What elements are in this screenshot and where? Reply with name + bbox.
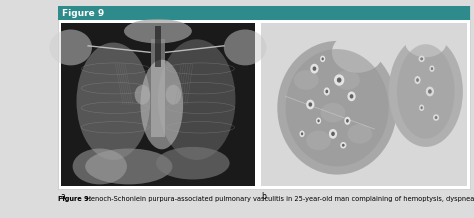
Ellipse shape xyxy=(419,56,425,62)
Ellipse shape xyxy=(306,131,331,150)
Ellipse shape xyxy=(158,39,236,160)
Ellipse shape xyxy=(49,29,92,65)
Ellipse shape xyxy=(324,87,330,95)
Bar xyxy=(58,6,470,189)
Ellipse shape xyxy=(397,44,455,139)
Ellipse shape xyxy=(420,106,423,109)
Ellipse shape xyxy=(416,78,419,82)
Ellipse shape xyxy=(344,117,350,125)
Ellipse shape xyxy=(285,49,389,166)
Bar xyxy=(61,23,255,186)
Ellipse shape xyxy=(429,65,435,72)
Ellipse shape xyxy=(321,57,324,60)
Ellipse shape xyxy=(320,56,325,62)
Ellipse shape xyxy=(316,118,321,124)
Ellipse shape xyxy=(337,77,341,83)
Ellipse shape xyxy=(294,70,319,90)
Ellipse shape xyxy=(435,116,438,119)
Ellipse shape xyxy=(342,144,345,147)
Ellipse shape xyxy=(301,132,303,135)
Ellipse shape xyxy=(300,131,305,137)
Ellipse shape xyxy=(309,102,312,107)
Ellipse shape xyxy=(326,90,328,93)
Ellipse shape xyxy=(140,60,183,149)
Text: a.: a. xyxy=(61,192,68,201)
Ellipse shape xyxy=(414,76,420,84)
Text: Henoch-Schonlein purpura-associated pulmonary vasculitis in 25-year-old man comp: Henoch-Schonlein purpura-associated pulm… xyxy=(86,196,474,202)
Bar xyxy=(151,39,164,137)
Ellipse shape xyxy=(318,119,319,122)
Ellipse shape xyxy=(85,148,173,184)
Ellipse shape xyxy=(331,132,335,136)
Text: b.: b. xyxy=(261,192,268,201)
Ellipse shape xyxy=(306,100,314,109)
Ellipse shape xyxy=(420,57,423,60)
Ellipse shape xyxy=(329,129,337,139)
Bar xyxy=(58,6,470,20)
Text: Figure 9:: Figure 9: xyxy=(58,196,91,202)
Ellipse shape xyxy=(340,142,346,148)
Ellipse shape xyxy=(277,41,397,175)
Bar xyxy=(155,26,161,67)
Ellipse shape xyxy=(165,85,181,104)
Ellipse shape xyxy=(350,94,354,99)
Ellipse shape xyxy=(135,85,150,104)
Ellipse shape xyxy=(346,119,349,123)
Ellipse shape xyxy=(332,32,383,73)
Bar xyxy=(261,23,467,186)
Ellipse shape xyxy=(310,64,319,73)
Ellipse shape xyxy=(428,89,432,94)
Ellipse shape xyxy=(73,148,127,184)
Ellipse shape xyxy=(419,104,424,111)
Ellipse shape xyxy=(431,67,433,70)
Ellipse shape xyxy=(334,74,344,86)
Ellipse shape xyxy=(335,70,360,90)
Ellipse shape xyxy=(347,124,372,144)
Ellipse shape xyxy=(124,19,192,43)
Ellipse shape xyxy=(224,29,266,65)
Ellipse shape xyxy=(156,147,229,179)
Ellipse shape xyxy=(433,114,439,121)
Ellipse shape xyxy=(426,87,434,96)
Text: Figure 9: Figure 9 xyxy=(62,9,104,17)
Ellipse shape xyxy=(76,43,150,160)
Ellipse shape xyxy=(405,28,447,57)
Ellipse shape xyxy=(347,92,356,101)
Ellipse shape xyxy=(389,36,463,147)
Ellipse shape xyxy=(312,66,316,71)
Ellipse shape xyxy=(320,103,346,123)
